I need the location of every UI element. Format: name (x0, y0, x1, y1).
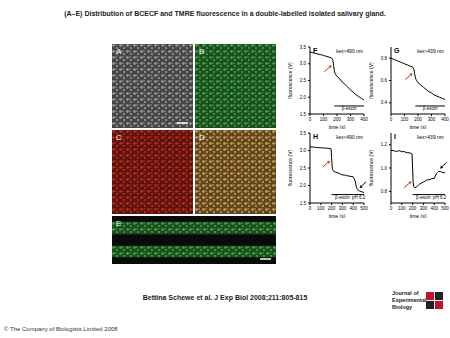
svg-text:400: 400 (360, 117, 368, 122)
svg-text:β-escin: β-escin (423, 106, 438, 111)
svg-text:2.5: 2.5 (300, 78, 307, 83)
svg-text:C: C (116, 133, 122, 142)
svg-text:0: 0 (309, 206, 312, 211)
html-text:λex≈439 nm: λex≈439 nm (416, 48, 444, 54)
svg-text:time (s): time (s) (329, 213, 346, 218)
html-text:Bettina Schewe et al. J Exp Bi: Bettina Schewe et al. J Exp Biol 2008;21… (142, 294, 308, 301)
svg-text:pH 6.2: pH 6.2 (433, 195, 442, 200)
svg-text:1.5: 1.5 (300, 112, 307, 117)
svg-text:β-escin: β-escin (342, 106, 357, 111)
svg-text:0.8: 0.8 (381, 56, 388, 61)
svg-text:100: 100 (320, 117, 328, 122)
svg-text:3.5: 3.5 (300, 45, 307, 50)
svg-text:2.5: 2.5 (300, 166, 307, 171)
svg-text:400: 400 (430, 206, 438, 211)
svg-text:B: B (199, 47, 204, 56)
svg-text:1.0: 1.0 (381, 166, 388, 171)
html-text:λex≈490 nm: λex≈490 nm (335, 48, 363, 54)
svg-text:0.6: 0.6 (381, 78, 388, 83)
svg-text:400: 400 (441, 117, 442, 122)
svg-text:fluorescence (V): fluorescence (V) (369, 149, 374, 186)
svg-text:1.5: 1.5 (300, 201, 307, 206)
svg-text:200: 200 (333, 117, 341, 122)
svg-text:400: 400 (349, 206, 357, 211)
html-text:G: G (394, 47, 400, 54)
svg-text:0.8: 0.8 (381, 189, 388, 194)
svg-text:200: 200 (328, 206, 336, 211)
svg-text:500: 500 (360, 206, 368, 211)
svg-text:3.0: 3.0 (300, 148, 307, 153)
svg-text:3.5: 3.5 (300, 131, 307, 136)
svg-text:fluorescence (V): fluorescence (V) (369, 62, 374, 99)
svg-text:β-escin: β-escin (416, 195, 431, 200)
html-text:© The Company of Biologists Li: © The Company of Biologists Limited 2008 (4, 326, 118, 332)
svg-text:β-escin: β-escin (335, 195, 350, 200)
html-text:Journal of Experimental Biolog: Journal of Experimental Biology (392, 290, 427, 310)
svg-text:1.2: 1.2 (381, 142, 388, 147)
svg-text:time (s): time (s) (329, 124, 346, 129)
svg-text:fluorescence (V): fluorescence (V) (288, 62, 293, 99)
html-text:H: H (313, 133, 319, 140)
html-text:I: I (394, 133, 396, 140)
svg-text:3.0: 3.0 (300, 61, 307, 66)
svg-text:0: 0 (309, 117, 312, 122)
svg-text:200: 200 (414, 117, 422, 122)
svg-text:2.0: 2.0 (300, 95, 307, 100)
html-text:λex≈490 nm: λex≈490 nm (335, 134, 363, 140)
svg-text:300: 300 (347, 117, 355, 122)
html-text:λex≈439 nm: λex≈439 nm (416, 134, 444, 140)
svg-text:time (s): time (s) (410, 124, 427, 129)
svg-text:0: 0 (390, 117, 393, 122)
svg-text:300: 300 (420, 206, 428, 211)
svg-text:E: E (116, 219, 121, 228)
svg-text:100: 100 (401, 117, 409, 122)
html-text:F: F (313, 47, 318, 54)
svg-text:300: 300 (428, 117, 436, 122)
svg-text:0.4: 0.4 (381, 100, 388, 105)
svg-text:pH 6.2: pH 6.2 (352, 195, 366, 200)
svg-text:100: 100 (317, 206, 325, 211)
svg-text:2.0: 2.0 (300, 183, 307, 188)
svg-text:fluorescence (V): fluorescence (V) (288, 149, 293, 186)
svg-text:time (s): time (s) (410, 213, 427, 218)
svg-text:A: A (116, 47, 122, 56)
html-text:(A–E) Distribution of BCECF an: (A–E) Distribution of BCECF and TMRE flu… (64, 10, 386, 17)
svg-text:D: D (199, 133, 205, 142)
svg-text:100: 100 (398, 206, 406, 211)
svg-text:500: 500 (441, 206, 442, 211)
svg-text:0: 0 (390, 206, 393, 211)
svg-text:300: 300 (339, 206, 347, 211)
svg-text:200: 200 (409, 206, 417, 211)
